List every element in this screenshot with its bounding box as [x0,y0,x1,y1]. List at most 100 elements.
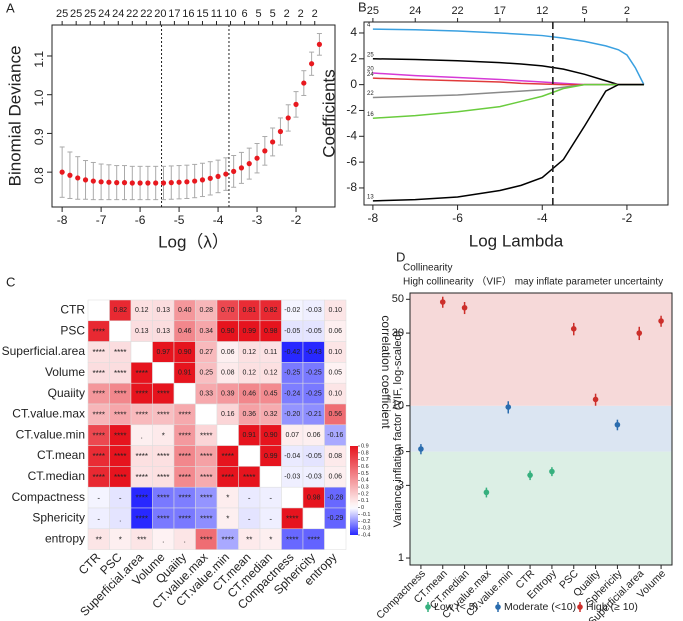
legend-marker [577,604,583,610]
cell-significance: **** [114,452,126,461]
y-tick-label: -6 [346,154,357,168]
top-tick-label: 2 [284,8,290,20]
y-tick-label: 3 [398,479,404,491]
top-tick-label: 22 [126,8,138,20]
point [505,404,512,410]
cell-value: -0.03 [284,474,300,481]
cell-significance: **** [179,452,191,461]
x-tick-label: -5 [174,213,185,227]
x-tick-label: -2 [622,211,633,225]
y-tick-label: 10 [392,400,404,412]
x-tick-label: -4 [213,213,224,227]
diagonal-cell [238,445,261,467]
cell-value: -0.43 [306,349,322,356]
point [262,148,268,154]
vif-band [410,293,672,406]
top-tick-label: 25 [367,5,379,17]
path-label: 25 [367,52,374,58]
colorbar-tick-label: 0.3 [361,485,369,491]
row-label: CT.mean [37,448,85,462]
cell-significance: . [141,431,143,440]
diagonal-cell [87,299,110,322]
cell-value: 0.98 [264,328,278,335]
top-tick-label: 11 [211,8,222,20]
cell-significance: **** [93,411,105,420]
point [82,177,89,183]
cell-significance: **** [157,515,169,524]
top-tick-label: 2 [624,5,630,17]
cell-significance: **** [114,369,126,378]
coefficient-path [372,83,644,119]
cell-significance: - [97,515,100,524]
cell-value: 0.12 [242,370,256,377]
colorbar-tick-label: 0.4 [361,478,369,484]
cell-significance: **** [308,535,320,544]
cell-value: 0.13 [135,328,149,335]
cell-significance: * [119,535,122,544]
y-tick-label: 1 [398,552,404,564]
diagonal-cell [324,528,347,550]
colorbar-tick-label: -0.3 [361,526,370,532]
cell-significance: **** [114,348,126,357]
cell-significance: . [119,515,121,524]
cell-value: 0.06 [328,328,342,335]
cell-value: 0.82 [113,307,127,314]
cell-significance: **** [93,327,105,336]
cell-value: -0.03 [306,307,322,314]
cell-significance: **** [114,431,126,440]
cell-value: 0.25 [199,370,213,377]
cell-value: 0.06 [307,432,321,439]
cell-significance: **** [179,494,191,503]
panel-label: B [358,0,367,14]
y-tick-label: 4 [350,25,357,39]
cell-value: 0.91 [242,432,256,439]
cell-value: -0.04 [284,453,300,460]
point [592,396,599,403]
cell-significance: **** [243,473,255,482]
cell-value: 0.27 [199,349,213,356]
point [59,169,65,175]
top-tick-label: 20 [154,8,166,20]
cell-value: 0.05 [328,370,342,377]
cell-significance: **** [157,494,169,503]
top-tick-label: 2 [312,8,318,20]
point [277,128,284,135]
point [207,175,213,181]
top-tick-label: 22 [451,5,463,17]
cell-significance: **** [136,473,148,482]
cell-value: -0.20 [284,411,300,418]
point [199,177,206,183]
cell-value: -0.24 [284,390,300,397]
path-label: 16 [367,112,374,118]
row-label: Compactness [12,490,85,504]
diagonal-cell [259,466,282,488]
y-tick-label: 0 [350,77,357,91]
row-label: entropy [45,531,85,545]
point [570,326,577,332]
cell-significance: **** [93,473,105,482]
row-label: PSC [60,323,85,337]
point [67,172,73,178]
cell-significance: * [226,494,229,503]
cell-significance: **** [157,411,169,420]
top-tick-label: 5 [256,8,262,20]
x-tick-label: -7 [96,213,107,227]
panel-label: C [6,274,15,289]
cell-significance: **** [222,452,234,461]
vif-band [410,451,672,565]
top-tick-label: 5 [582,5,588,17]
coefficient-path [372,28,645,85]
cell-value: 0.32 [264,411,278,418]
cell-value: -0.42 [284,349,300,356]
y-tick-label: 0.9 [32,128,46,145]
cell-value: 0.13 [156,328,170,335]
point [527,472,533,478]
coefficient-path [372,83,644,202]
row-label: CT.value.min [16,427,85,441]
x-tick-label: -2 [291,213,302,227]
colorbar-tick-label: 0.1 [361,498,369,504]
cell-value: 0.98 [307,494,321,501]
cell-value: 0.28 [199,307,213,314]
colorbar-tick-label: 0 [361,505,364,511]
